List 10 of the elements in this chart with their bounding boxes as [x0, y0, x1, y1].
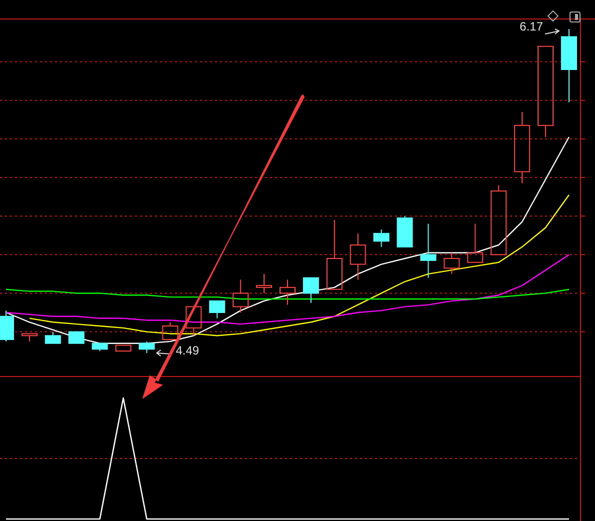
- annotation: 6.17: [520, 20, 544, 34]
- candlestick: [561, 28, 577, 103]
- candlestick: [373, 229, 390, 248]
- candlestick: [280, 279, 296, 306]
- candlestick: [232, 279, 249, 313]
- candlestick: [514, 111, 530, 184]
- annotation: 4.49: [176, 344, 200, 358]
- candlestick: [350, 232, 366, 280]
- candlestick: [420, 223, 436, 278]
- candlestick: [444, 252, 460, 274]
